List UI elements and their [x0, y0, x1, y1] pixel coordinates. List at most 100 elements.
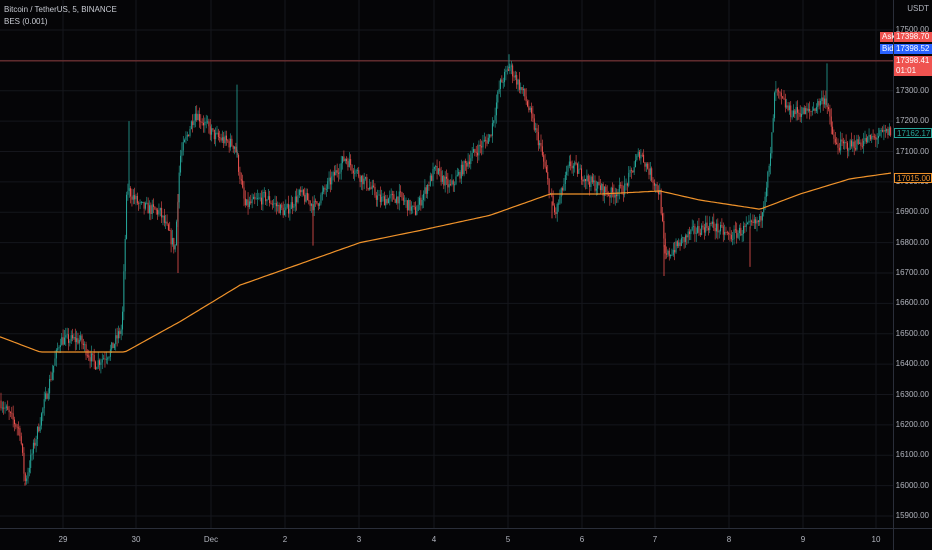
candle-body	[362, 175, 364, 185]
candle-body	[614, 194, 616, 198]
candle-body	[532, 113, 534, 119]
candle-body	[192, 121, 194, 126]
candle-body	[622, 193, 624, 195]
candle-body	[837, 144, 839, 148]
candle-body	[787, 105, 789, 111]
candle-body	[108, 356, 110, 359]
candle-body	[599, 185, 601, 191]
candle-body	[290, 202, 292, 210]
time-tick-label: 30	[131, 535, 141, 544]
candle-body	[780, 92, 782, 97]
candle-body	[774, 92, 776, 119]
candle-body	[720, 224, 722, 232]
candle-body	[200, 121, 202, 123]
candle-body	[211, 128, 213, 135]
candle-body	[201, 122, 203, 123]
candle-body	[883, 130, 885, 132]
candle-body	[725, 231, 727, 233]
candle-body	[251, 199, 253, 204]
candle-body	[516, 75, 518, 85]
indicator-label[interactable]: BES (0.001)	[4, 17, 48, 26]
candle-body	[751, 220, 753, 222]
price-tick-label: 16700.00	[895, 268, 929, 277]
candle-body	[743, 225, 744, 234]
candle-body	[8, 409, 10, 413]
candle-body	[115, 335, 117, 345]
candle-body	[483, 139, 485, 142]
price-scale[interactable]: USDT 17500.0017400.0017300.0017200.00171…	[893, 0, 932, 528]
candle-body	[729, 233, 731, 235]
candle-body	[547, 172, 549, 180]
candle-body	[155, 209, 157, 211]
candle-body	[783, 97, 785, 100]
candle-body	[887, 129, 889, 136]
candle-body	[733, 229, 735, 240]
candle-body	[667, 250, 669, 255]
candle-body	[633, 167, 635, 173]
candle-body	[243, 187, 245, 199]
candle-body	[32, 442, 34, 454]
candle-body	[173, 238, 175, 250]
candle-body	[528, 106, 530, 111]
candle-body	[662, 213, 663, 222]
candle-body	[370, 187, 372, 189]
candle-body	[873, 136, 875, 138]
candle-body	[871, 136, 873, 140]
candle-body	[612, 187, 614, 193]
candle-body	[104, 358, 106, 360]
candle-body	[90, 353, 92, 362]
candle-body	[157, 209, 159, 215]
candle-body	[857, 139, 859, 144]
candle-body	[402, 197, 404, 201]
candle-body	[427, 184, 429, 194]
candle-body	[517, 79, 519, 85]
candle-body	[139, 202, 141, 204]
candle-body	[259, 197, 261, 199]
candle-body	[284, 210, 285, 216]
candle-body	[425, 187, 427, 194]
candle-body	[136, 196, 138, 204]
symbol-title[interactable]: Bitcoin / TetherUS, 5, BINANCE	[4, 5, 117, 14]
candle-body	[582, 179, 584, 182]
candle-body	[228, 141, 230, 148]
candle-body	[477, 152, 479, 156]
candle-body	[161, 208, 163, 218]
candle-body	[878, 135, 879, 139]
candle-body	[811, 110, 813, 112]
candle-body	[886, 129, 888, 132]
candle-body	[49, 379, 51, 394]
candle-body	[271, 203, 273, 205]
candle-body	[231, 138, 233, 146]
candle-body	[734, 229, 736, 231]
candle-body	[166, 221, 168, 225]
candle-body	[147, 202, 149, 214]
candle-body	[95, 361, 96, 370]
candle-body	[81, 335, 83, 344]
time-tick-label: Dec	[203, 535, 219, 544]
candle-body	[24, 473, 26, 482]
candle-body	[455, 176, 457, 185]
candle-body	[252, 196, 254, 200]
candle-body	[417, 204, 419, 211]
candle-body	[423, 193, 425, 200]
candle-body	[749, 220, 751, 222]
candle-body	[19, 428, 21, 437]
candle-body	[421, 199, 423, 206]
candle-body	[675, 241, 677, 253]
candle-body	[446, 176, 447, 179]
time-axis[interactable]: 29 30 Dec 2 3 4 5 6 7 8 9 10	[0, 528, 893, 550]
candle-body	[203, 122, 204, 126]
candle-body	[853, 141, 855, 149]
candle-body	[832, 126, 834, 135]
candle-body	[467, 161, 469, 167]
candle-body	[644, 162, 646, 167]
candle-body	[641, 154, 643, 156]
candle-body	[39, 425, 41, 432]
candle-body	[574, 162, 576, 166]
candle-body	[304, 194, 306, 202]
candle-body	[332, 172, 334, 177]
candle-body	[864, 137, 866, 141]
candle-body	[802, 107, 804, 114]
